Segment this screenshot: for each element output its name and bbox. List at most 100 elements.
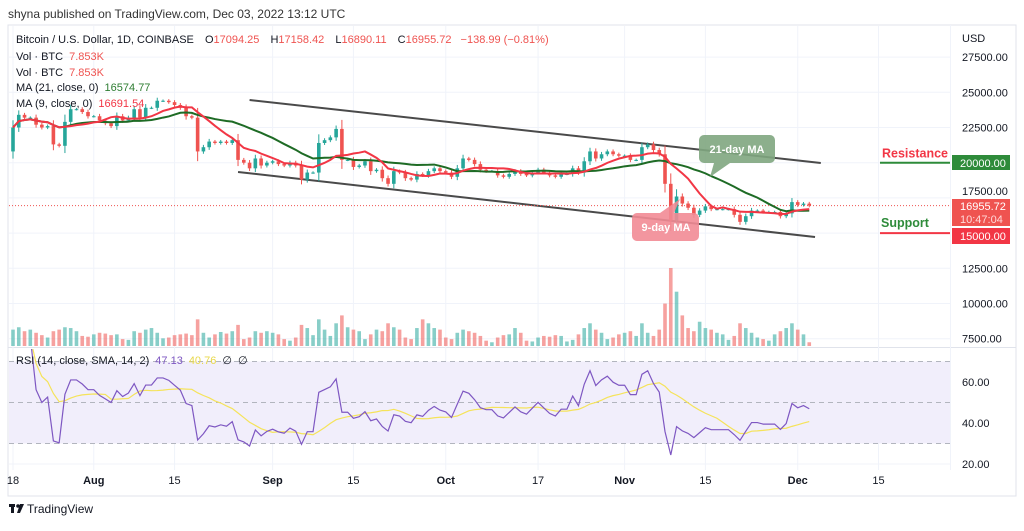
candle-body (720, 209, 725, 211)
time-axis[interactable]: 18 Aug 15 Sep 15 Oct 17 Nov 15 Dec 15 (7, 475, 885, 487)
volume-bar (57, 329, 61, 346)
candle-body (236, 140, 240, 160)
candle-body (651, 144, 656, 151)
volume-bar (195, 319, 200, 346)
candle-body (247, 162, 252, 169)
candle-body (501, 175, 506, 177)
volume-bar (311, 335, 315, 346)
candle-body (201, 147, 206, 152)
published-caption: shyna published on TradingView.com, Dec … (8, 7, 346, 21)
volume-bar (570, 339, 575, 346)
candle-body (63, 121, 67, 146)
candle-body (484, 169, 488, 172)
symbol-name[interactable]: Bitcoin / U.S. Dollar, 1D, COINBASE (16, 34, 194, 46)
candle-body (265, 162, 269, 166)
volume-bar (726, 339, 731, 346)
volume-bar (807, 342, 812, 346)
candle-body (276, 161, 281, 165)
volume-bar (155, 332, 160, 346)
time-axis-label: Nov (614, 475, 636, 487)
ma9-callout-text: 9-day MA (642, 222, 691, 234)
volume-bar (432, 328, 437, 346)
volume-bar (611, 337, 615, 346)
volume-bar (253, 331, 258, 346)
volume-bar (663, 303, 667, 346)
volume-bar (530, 341, 535, 346)
candle-body (749, 210, 754, 217)
volume-bar (74, 331, 79, 346)
candle-body (334, 128, 338, 138)
volume-bar (455, 332, 460, 346)
volume-bar (190, 335, 194, 346)
candle-body (807, 203, 812, 206)
rsi-axis[interactable]: 60.00 40.00 20.00 (962, 377, 990, 471)
volume-bar (149, 328, 154, 346)
volume-bar (374, 329, 379, 346)
volume-bar (380, 331, 385, 346)
legend-ma9[interactable]: MA (9, close, 0) 16691.54 (16, 98, 144, 110)
candle-body (420, 173, 425, 176)
price-axis[interactable]: 27500.00 25000.00 22500.00 17500.00 12500.00… (962, 52, 1008, 346)
support-price-tag: 15000.00 (952, 228, 1010, 244)
tradingview-logo[interactable]: TradingView (9, 502, 93, 516)
candle-body (628, 155, 633, 160)
volume-bar (582, 328, 587, 346)
candle-body (40, 124, 44, 128)
resistance-price-value: 20000.00 (960, 158, 1006, 170)
candle-body (755, 210, 760, 212)
candle-body (495, 171, 500, 176)
candle-body (599, 154, 604, 159)
volume-bar (213, 334, 217, 346)
candle-body (282, 164, 286, 166)
candle-body (790, 202, 794, 214)
candle-body (392, 171, 396, 184)
resistance-label: Resistance (882, 147, 948, 161)
candle-body (97, 116, 102, 121)
candle-body (617, 154, 621, 156)
candle-body (593, 151, 598, 159)
volume-bar (524, 340, 529, 346)
rsi-axis-label: 60.00 (962, 377, 990, 389)
legend-volume-1[interactable]: Vol · BTC 7.853K (16, 51, 105, 63)
ma21-callout-text: 21-day MA (709, 144, 764, 156)
candle-body (513, 171, 517, 174)
ma9-line (12, 105, 810, 216)
volume-bar (247, 337, 252, 346)
volume-bar (449, 339, 454, 346)
candle-body (663, 154, 667, 184)
tradingview-logo-text: TradingView (27, 502, 93, 516)
volume-bar (617, 334, 621, 346)
price-axis-label: 7500.00 (962, 334, 1002, 346)
candle-body (472, 159, 477, 165)
ma21-callout: 21-day MA (699, 135, 775, 177)
candle-body (368, 161, 373, 172)
candle-body (213, 141, 217, 143)
candle-body (109, 123, 113, 127)
candle-body (28, 117, 33, 119)
volume-bar (392, 327, 396, 346)
candle-body (426, 171, 431, 176)
candle-body (218, 141, 223, 143)
candle-body (305, 172, 310, 180)
volume-bar (732, 335, 737, 346)
volume-bar (415, 328, 419, 346)
time-axis-label: 18 (7, 475, 19, 487)
volume-bar (547, 336, 552, 346)
legend-volume-2[interactable]: Vol · BTC 7.853K (16, 67, 105, 79)
volume-bar (559, 335, 563, 346)
legend-ma21[interactable]: MA (21, close, 0) 16574.77 (16, 82, 150, 94)
volume-bar (242, 339, 246, 346)
legend-rsi[interactable]: RSI (14, close, SMA, 14, 2) 47.13 40.76 ∅ ∅ (16, 355, 248, 367)
volume-bar (772, 334, 777, 346)
volume-bar (801, 334, 806, 346)
volume-bar (288, 340, 292, 346)
time-axis-label: Dec (788, 475, 808, 487)
volume-bar (472, 332, 477, 346)
volume-bar (86, 336, 90, 346)
volume-bar (357, 331, 361, 346)
volume-bar (657, 329, 662, 346)
volume-bar (495, 337, 500, 346)
volume-bar (224, 333, 229, 346)
candle-body (340, 128, 344, 160)
